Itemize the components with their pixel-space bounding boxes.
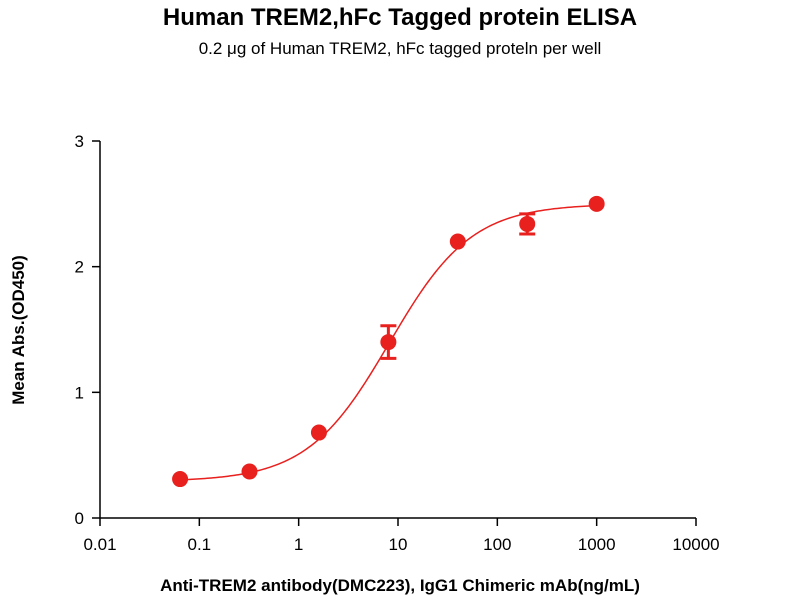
- data-point: [380, 334, 397, 351]
- x-tick-label: 10: [389, 535, 408, 554]
- x-tick-label: 1000: [578, 535, 616, 554]
- x-tick-label: 1: [294, 535, 303, 554]
- x-tick-label: 100: [483, 535, 511, 554]
- y-tick-label: 1: [75, 383, 84, 402]
- x-axis-ticks: 0.01 0.1 1 10 100 1000 10000: [83, 518, 720, 554]
- x-tick-label: 0.01: [83, 535, 116, 554]
- x-axis-label: Anti-TREM2 antibody(DMC223), IgG1 Chimer…: [160, 576, 640, 595]
- data-point: [519, 215, 536, 232]
- chart-title: Human TREM2,hFc Tagged protein ELISA: [163, 4, 637, 31]
- data-point: [241, 463, 258, 480]
- y-tick-label: 3: [75, 132, 84, 151]
- data-point: [588, 195, 605, 212]
- data-points: [172, 195, 605, 488]
- y-axis-label: Mean Abs.(OD450): [9, 255, 28, 405]
- data-point: [449, 233, 466, 250]
- y-tick-label: 2: [75, 258, 84, 277]
- data-point: [310, 424, 327, 441]
- chart-subtitle: 0.2 μg of Human TREM2, hFc tagged protel…: [199, 39, 602, 58]
- x-tick-label: 0.1: [188, 535, 212, 554]
- data-point: [172, 471, 189, 488]
- y-axis-ticks: 0 1 2 3: [75, 132, 100, 528]
- y-tick-label: 0: [75, 509, 84, 528]
- x-tick-label: 10000: [672, 535, 719, 554]
